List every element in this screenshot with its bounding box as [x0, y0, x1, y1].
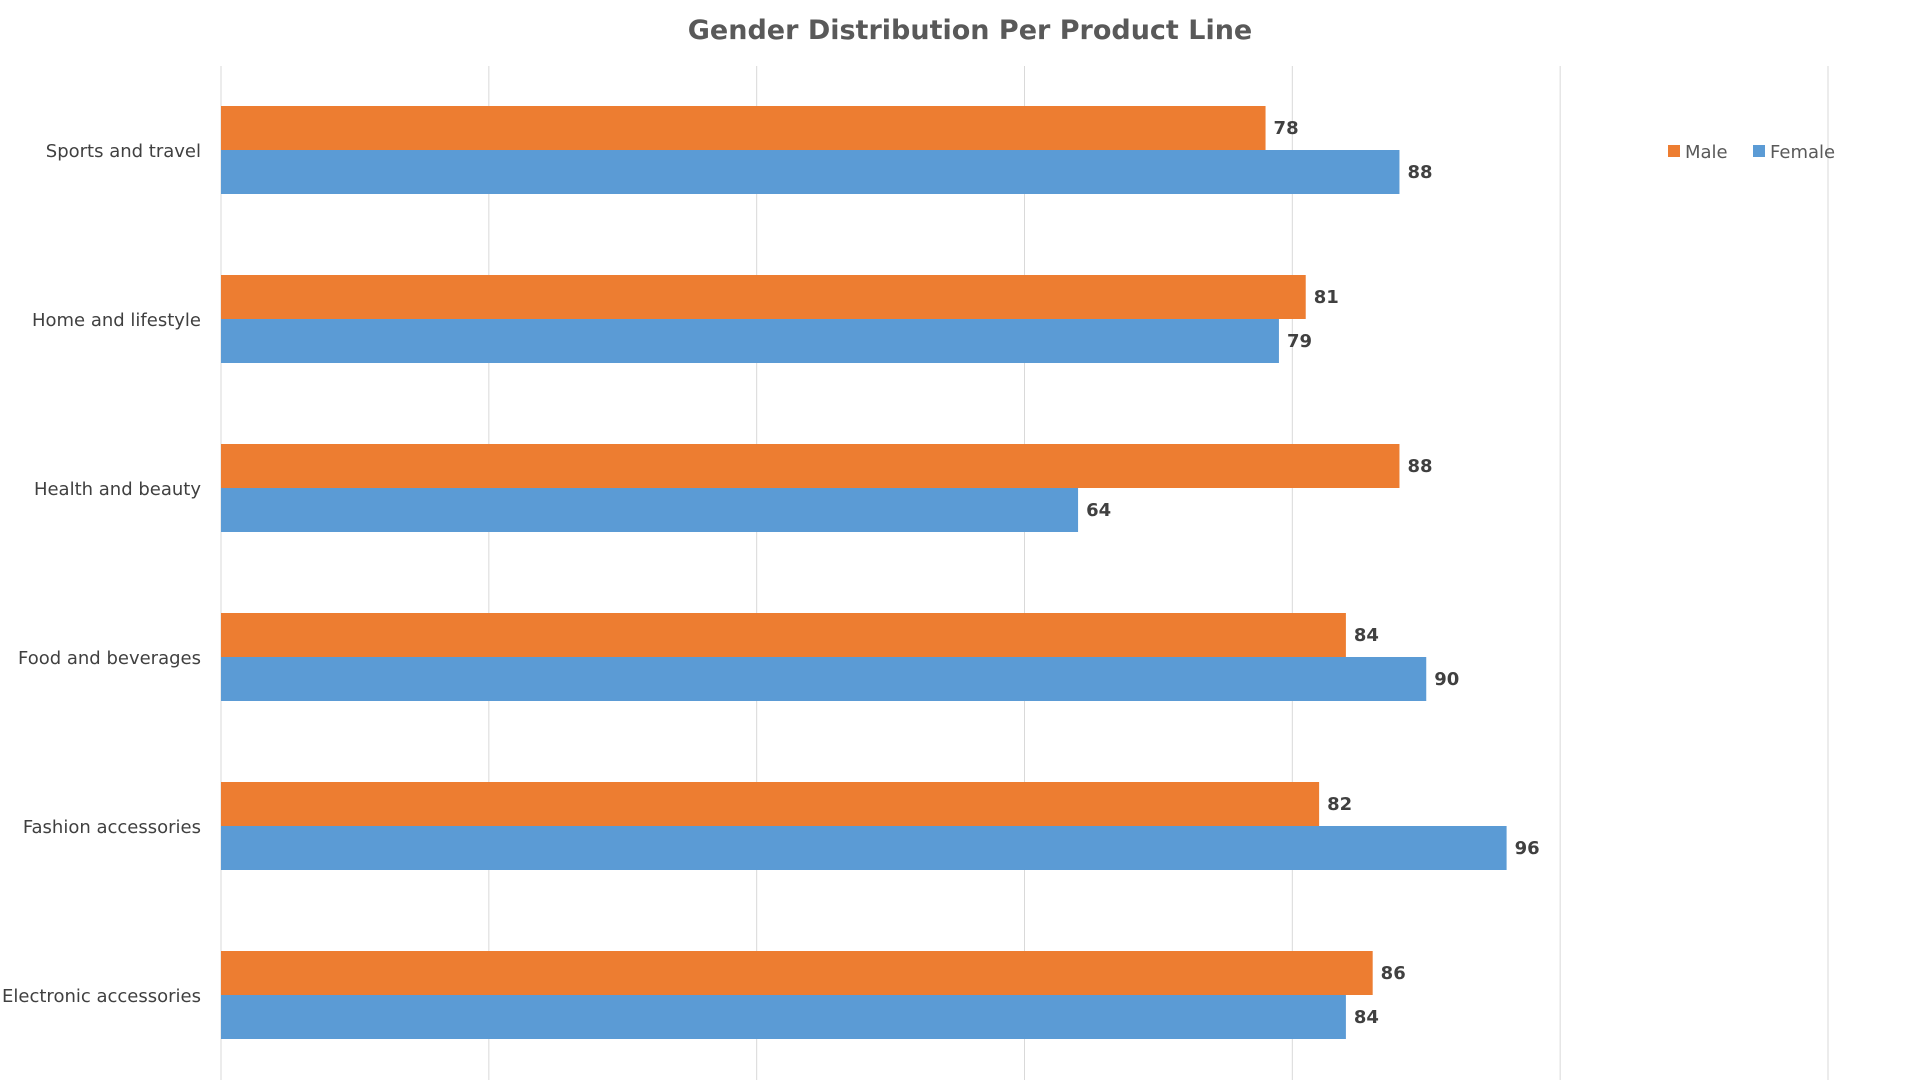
chart-title: Gender Distribution Per Product Line — [688, 15, 1252, 46]
bars — [221, 106, 1507, 1039]
legend-swatch-female — [1753, 145, 1765, 157]
category-labels: Sports and travel Home and lifestyle Healt… — [2, 141, 201, 1007]
bar-male-fashion-accessories — [221, 782, 1320, 826]
bar-male-electronic-accessories — [221, 951, 1373, 995]
data-label-male-food-and-beverages: 84 — [1354, 625, 1379, 646]
data-label-male-health-and-beauty: 88 — [1407, 456, 1432, 477]
data-label-female-fashion-accessories: 96 — [1515, 838, 1540, 859]
category-label-fashion-accessories: Fashion accessories — [23, 817, 201, 838]
bar-female-sports-and-travel — [221, 150, 1400, 194]
legend: Male Female — [1668, 142, 1835, 163]
bar-female-health-and-beauty — [221, 488, 1079, 532]
bar-male-home-and-lifestyle — [221, 275, 1306, 319]
legend-label-female: Female — [1770, 142, 1835, 163]
bar-female-home-and-lifestyle — [221, 319, 1279, 363]
data-label-male-home-and-lifestyle: 81 — [1314, 287, 1339, 308]
data-label-female-home-and-lifestyle: 79 — [1287, 331, 1312, 352]
data-label-female-food-and-beverages: 90 — [1434, 669, 1459, 690]
data-label-male-sports-and-travel: 78 — [1274, 118, 1299, 139]
data-label-female-health-and-beauty: 64 — [1086, 500, 1111, 521]
category-label-food-and-beverages: Food and beverages — [18, 648, 201, 669]
gridlines — [220, 66, 1829, 1080]
legend-swatch-male — [1668, 145, 1680, 157]
legend-label-male: Male — [1685, 142, 1728, 163]
bar-male-food-and-beverages — [221, 613, 1346, 657]
data-label-female-electronic-accessories: 84 — [1354, 1007, 1379, 1028]
data-labels: 78 88 81 79 88 64 84 90 82 96 86 84 — [1086, 118, 1540, 1028]
bar-female-fashion-accessories — [221, 826, 1507, 870]
data-label-male-fashion-accessories: 82 — [1327, 794, 1352, 815]
bar-female-electronic-accessories — [221, 995, 1346, 1039]
category-label-sports-and-travel: Sports and travel — [46, 141, 201, 162]
bar-male-health-and-beauty — [221, 444, 1400, 488]
data-label-male-electronic-accessories: 86 — [1381, 963, 1406, 984]
category-label-home-and-lifestyle: Home and lifestyle — [32, 310, 201, 331]
category-label-electronic-accessories: Electronic accessories — [2, 986, 201, 1007]
bar-male-sports-and-travel — [221, 106, 1266, 150]
category-label-health-and-beauty: Health and beauty — [34, 479, 201, 500]
data-label-female-sports-and-travel: 88 — [1407, 162, 1432, 183]
bar-female-food-and-beverages — [221, 657, 1427, 701]
